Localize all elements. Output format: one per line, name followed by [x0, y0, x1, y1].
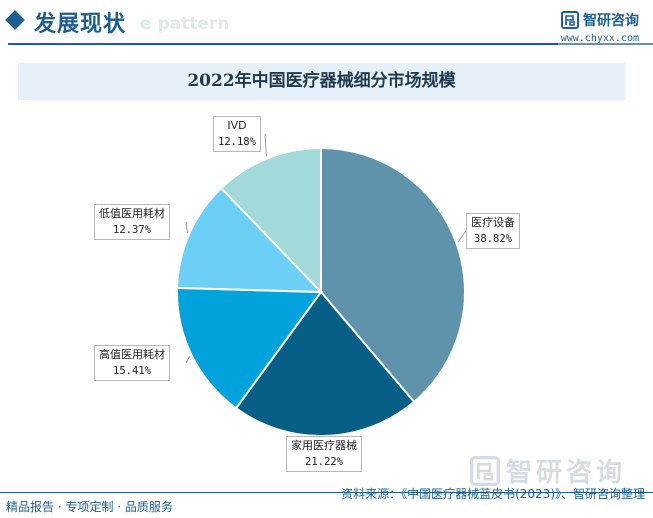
slice-category-label: 高值医用耗材: [99, 348, 165, 361]
footer-slogan: 精品报告 · 专项定制 · 品质服务: [6, 500, 173, 514]
page-header: 发展现状 e pattern 智研咨询 www.chyxx.com: [0, 0, 653, 46]
slice-category-label: IVD: [227, 119, 247, 132]
slice-value-label: 38.82%: [474, 233, 512, 245]
chart-title: 2022年中国医疗器械细分市场规模: [18, 63, 625, 100]
slice-value-label: 21.22%: [305, 456, 343, 468]
brand-logo-icon: [561, 11, 579, 29]
pie-slice: [320, 146, 466, 404]
pie-slice: [219, 146, 322, 295]
pie-slice: [234, 290, 416, 437]
watermark-logo: 智研咨询: [470, 452, 626, 489]
slice-category-label: 低值医用耗材: [99, 207, 165, 220]
leader-line: [185, 221, 188, 233]
brand-name: 智研咨询: [583, 13, 639, 29]
header-divider-right: [558, 43, 653, 45]
pie-slice: [176, 286, 323, 410]
slice-label: 医疗设备 38.82%: [466, 213, 520, 249]
slice-category-label: 医疗设备: [471, 216, 515, 229]
slice-category-label: 家用医疗器械: [291, 439, 357, 452]
footer-divider: [0, 492, 653, 493]
data-source: 资料来源：《中国医疗器械蓝皮书(2023)》、智研咨询整理: [341, 487, 645, 501]
slice-label: IVD 12.18%: [213, 116, 261, 152]
section-title: 发展现状: [34, 12, 127, 37]
slice-label: 低值医用耗材 12.37%: [94, 204, 170, 240]
leader-line: [185, 356, 191, 364]
slice-value-label: 15.41%: [113, 365, 151, 377]
header-divider: [8, 43, 558, 45]
slice-label: 高值医用耗材 15.41%: [94, 345, 170, 381]
leader-line: [264, 133, 267, 157]
watermark-logo-icon: [470, 455, 500, 486]
pie-slice: [176, 186, 324, 294]
slice-value-label: 12.37%: [113, 224, 151, 236]
brand-logo: 智研咨询: [561, 10, 639, 30]
watermark-brand: 智研咨询: [506, 458, 627, 488]
slice-label: 家用医疗器械 21.22%: [286, 436, 362, 472]
background-watermark-text: e pattern: [140, 14, 230, 34]
leader-line: [457, 230, 467, 243]
site-url: www.chyxx.com: [560, 33, 639, 44]
slice-value-label: 12.18%: [218, 136, 256, 148]
